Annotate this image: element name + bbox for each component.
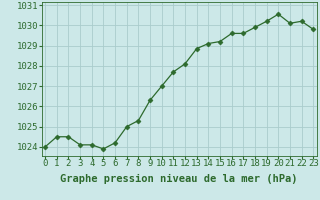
- X-axis label: Graphe pression niveau de la mer (hPa): Graphe pression niveau de la mer (hPa): [60, 174, 298, 184]
